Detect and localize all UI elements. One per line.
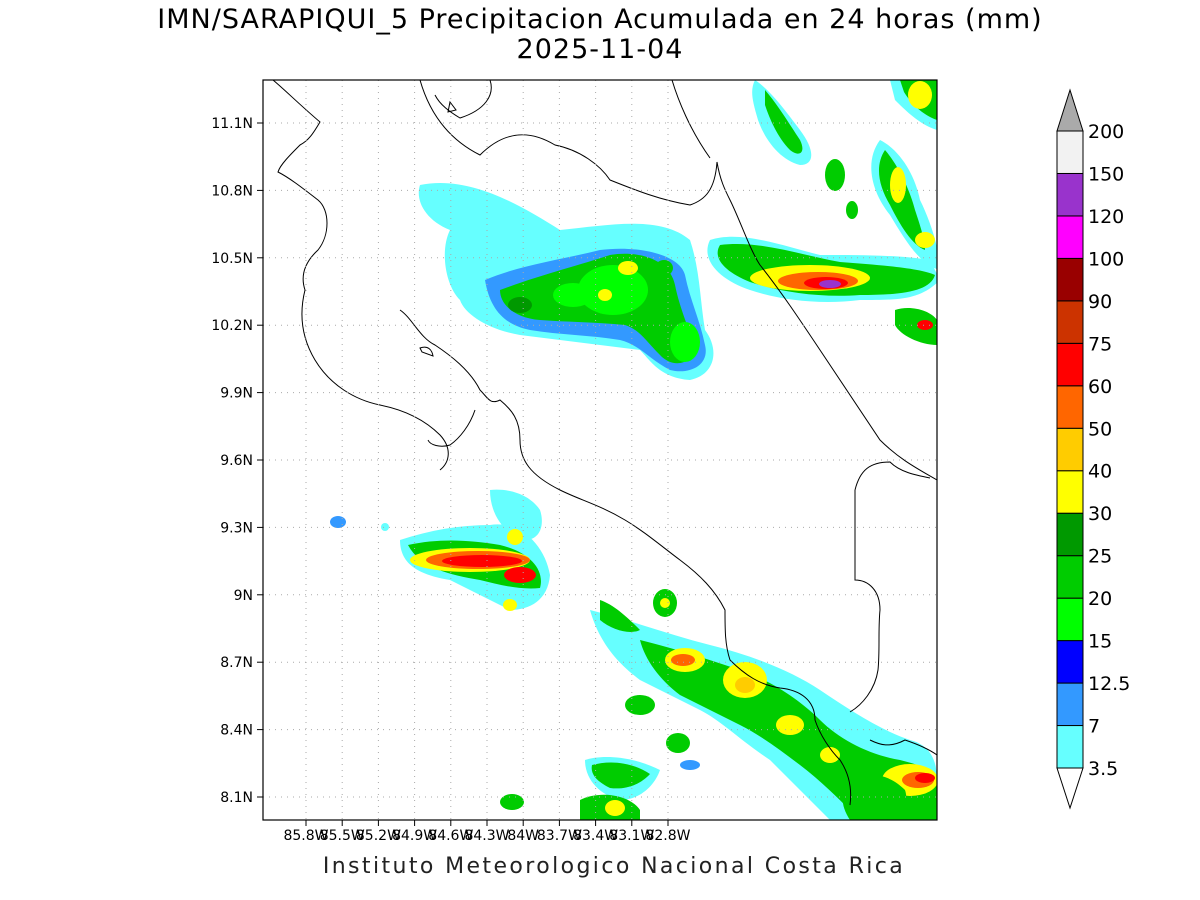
lat-label: 10.5N bbox=[211, 251, 253, 267]
colorbar-bin bbox=[1056, 725, 1084, 769]
colorbar-label: 50 bbox=[1088, 418, 1112, 440]
lat-label: 9.6N bbox=[220, 453, 253, 469]
latitude-labels: 11.1N 10.8N 10.5N 10.2N 9.9N 9.6N 9.3N 9N 8.7N 8.… bbox=[211, 116, 253, 806]
colorbar-labels: 3.5 7 12.5 15 20 25 30 40 50 60 75 90 100 120 150 200 bbox=[1088, 121, 1130, 780]
lat-label: 11.1N bbox=[211, 116, 253, 132]
lon-label: 84.9W bbox=[392, 828, 437, 844]
axis-ticks bbox=[257, 122, 669, 826]
colorbar-label: 150 bbox=[1088, 163, 1124, 185]
colorbar-bin bbox=[1056, 215, 1084, 259]
map-frame bbox=[262, 79, 938, 821]
colorbar-bin bbox=[1056, 385, 1084, 429]
colorbar-bin-low bbox=[1056, 767, 1084, 810]
colorbar-bin-high bbox=[1056, 88, 1084, 132]
lon-label: 82.8W bbox=[645, 828, 690, 844]
colorbar-label: 200 bbox=[1088, 121, 1124, 143]
colorbar-bin bbox=[1056, 640, 1084, 684]
colorbar-label: 90 bbox=[1088, 291, 1112, 313]
colorbar-bin bbox=[1056, 342, 1084, 387]
lon-label: 84W bbox=[507, 828, 539, 844]
lat-label: 9.3N bbox=[220, 520, 253, 536]
lon-label: 83.4W bbox=[573, 828, 618, 844]
colorbar-bin bbox=[1056, 300, 1084, 344]
lon-label: 84.3W bbox=[464, 828, 509, 844]
lat-label: 10.8N bbox=[211, 183, 253, 199]
colorbar-label: 100 bbox=[1088, 248, 1124, 270]
colorbar-bin bbox=[1056, 257, 1084, 302]
colorbar-label: 15 bbox=[1088, 631, 1112, 653]
colorbar-label: 30 bbox=[1088, 503, 1112, 525]
colorbar-label: 12.5 bbox=[1088, 673, 1130, 695]
lat-label: 10.2N bbox=[211, 318, 253, 334]
rain-cluster-caribbean bbox=[707, 80, 937, 345]
colorbar-label: 40 bbox=[1088, 461, 1112, 483]
colorbar-label: 60 bbox=[1088, 376, 1112, 398]
colorbar-label: 7 bbox=[1088, 716, 1100, 738]
colorbar-label: 25 bbox=[1088, 546, 1112, 568]
lon-label: 85.2W bbox=[356, 828, 401, 844]
colorbar-bin bbox=[1056, 597, 1084, 642]
colorbar-bin bbox=[1056, 427, 1084, 472]
lon-label: 85.5W bbox=[320, 828, 365, 844]
rain-cluster-southeast bbox=[500, 589, 937, 820]
rain-cluster-southwest bbox=[330, 489, 550, 611]
lat-label: 9N bbox=[234, 588, 253, 604]
footer-credit: Instituto Meteorologico Nacional Costa R… bbox=[322, 854, 906, 879]
colorbar-bin bbox=[1056, 682, 1084, 727]
longitude-labels: 85.8W85.5W85.2W84.9W84.6W84.3W84W83.7W83… bbox=[283, 828, 690, 844]
colorbar-bin bbox=[1056, 172, 1084, 217]
coastlines bbox=[272, 80, 937, 806]
colorbar-bin bbox=[1056, 555, 1084, 599]
lon-label: 83.1W bbox=[609, 828, 654, 844]
colorbar-label: 20 bbox=[1088, 588, 1112, 610]
lon-label: 84.6W bbox=[428, 828, 473, 844]
colorbar-bin bbox=[1056, 470, 1084, 514]
lon-label: 83.7W bbox=[537, 828, 582, 844]
colorbar bbox=[1056, 88, 1084, 810]
precipitation-field bbox=[272, 80, 937, 820]
lat-label: 9.9N bbox=[220, 386, 253, 402]
lat-label: 8.7N bbox=[220, 655, 253, 671]
colorbar-bin bbox=[1056, 130, 1084, 174]
colorbar-label: 3.5 bbox=[1088, 758, 1118, 780]
colorbar-bin bbox=[1056, 512, 1084, 557]
lat-label: 8.1N bbox=[220, 790, 253, 806]
rain-cluster-north-central bbox=[418, 183, 714, 380]
map-date: 2025-11-04 bbox=[516, 34, 684, 65]
colorbar-label: 120 bbox=[1088, 206, 1124, 228]
graticule bbox=[263, 80, 937, 820]
lon-label: 85.8W bbox=[283, 828, 328, 844]
lat-label: 8.4N bbox=[220, 723, 253, 739]
map-title: IMN/SARAPIQUI_5 Precipitacion Acumulada … bbox=[157, 4, 1043, 35]
colorbar-label: 75 bbox=[1088, 333, 1112, 355]
